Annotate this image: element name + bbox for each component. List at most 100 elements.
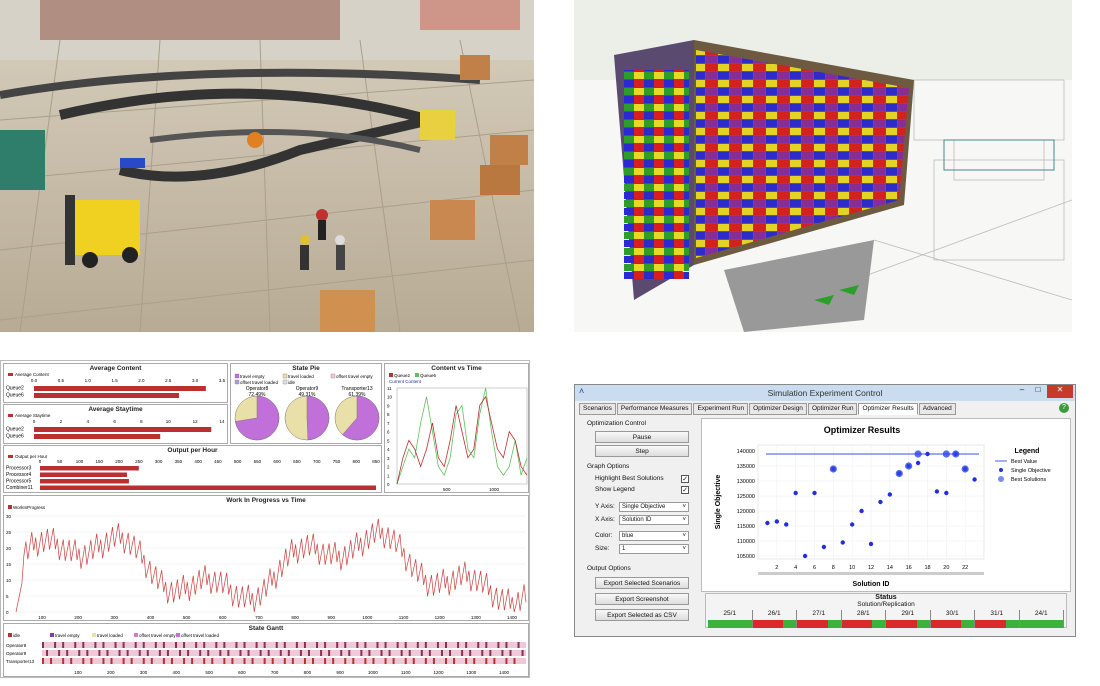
close-button[interactable]: ✕ bbox=[1047, 385, 1073, 398]
gantt-block bbox=[86, 650, 89, 656]
tab-optimizer-results[interactable]: Optimizer Results bbox=[858, 403, 918, 415]
gantt-block bbox=[66, 650, 69, 656]
gantt-block bbox=[150, 658, 153, 664]
optimization-control-label: Optimization Control bbox=[587, 420, 646, 427]
gantt-block bbox=[485, 658, 488, 664]
gantt-block bbox=[191, 658, 194, 664]
help-icon[interactable]: ? bbox=[1059, 403, 1069, 413]
tab-scenarios[interactable]: Scenarios bbox=[579, 403, 616, 415]
collapse-icon[interactable]: ˄ bbox=[579, 386, 585, 396]
bar bbox=[34, 434, 161, 439]
gantt-block bbox=[392, 658, 395, 664]
tab-performance-measures[interactable]: Performance Measures bbox=[616, 403, 693, 415]
gantt-block bbox=[110, 658, 113, 664]
row-label: Combiner11 bbox=[6, 485, 33, 491]
minimize-button[interactable]: – bbox=[1019, 385, 1025, 394]
x-tick: 500 bbox=[443, 487, 451, 492]
gantt-block bbox=[376, 642, 379, 648]
pause-button[interactable]: Pause bbox=[595, 431, 689, 443]
legend-swatch bbox=[234, 379, 240, 385]
pie-name: Transporter13 bbox=[341, 386, 372, 392]
pie-percent: 49.31% bbox=[299, 392, 317, 398]
status-cell-label: 25/1 bbox=[723, 610, 737, 617]
single-objective-point bbox=[840, 540, 845, 545]
tick-label: 550 bbox=[254, 459, 262, 464]
gantt-block bbox=[94, 642, 97, 648]
y-axis-value: Single Objective bbox=[622, 504, 666, 510]
gantt-block bbox=[243, 658, 246, 664]
gantt-block bbox=[46, 650, 49, 656]
tab-optimizer-design[interactable]: Optimizer Design bbox=[749, 403, 807, 415]
tick-label: 12 bbox=[193, 419, 199, 424]
maximize-button[interactable]: □ bbox=[1035, 385, 1041, 394]
state-pie-title: State Pie bbox=[292, 365, 320, 372]
single-objective-point bbox=[868, 541, 874, 547]
window-titlebar: ˄ Simulation Experiment Control – □ ✕ bbox=[575, 385, 1075, 401]
gantt-block bbox=[203, 658, 206, 664]
gantt-block bbox=[424, 642, 427, 648]
legend-swatch-best-solutions bbox=[998, 476, 1004, 482]
warehouse-scene bbox=[574, 0, 1072, 332]
gantt-block bbox=[453, 658, 456, 664]
row-label: Processor5 bbox=[6, 479, 32, 485]
tick-label: 350 bbox=[175, 459, 183, 464]
highlight-best-checkbox[interactable]: ✓ bbox=[681, 475, 689, 483]
simulation-experiment-window: ˄ Simulation Experiment Control – □ ✕ Sc… bbox=[574, 384, 1076, 637]
wip-title: Work In Progress vs Time bbox=[226, 497, 306, 504]
export-screenshot-button[interactable]: Export Screenshot bbox=[595, 593, 689, 605]
y-axis-label: Y Axis: bbox=[595, 503, 615, 510]
x-tick: 16 bbox=[906, 565, 912, 571]
x-tick: 1100 bbox=[399, 615, 409, 620]
gantt-block bbox=[360, 650, 363, 656]
tab-optimizer-run[interactable]: Optimizer Run bbox=[807, 403, 858, 415]
color-select[interactable]: blue ˅ bbox=[619, 531, 689, 541]
gantt-block bbox=[118, 650, 121, 656]
tab-advanced[interactable]: Advanced bbox=[918, 403, 956, 415]
step-button[interactable]: Step bbox=[595, 445, 689, 457]
pie-slice bbox=[234, 395, 280, 441]
tick-label: 0.0 bbox=[31, 378, 38, 383]
tick-label: 750 bbox=[333, 459, 341, 464]
y-axis-select[interactable]: Single Objective ˅ bbox=[619, 502, 689, 512]
best-solution-point bbox=[952, 450, 960, 458]
y-tick: 115000 bbox=[737, 524, 755, 530]
gantt-block bbox=[179, 650, 182, 656]
y-tick: 11 bbox=[387, 386, 392, 391]
chevron-down-icon: ˅ bbox=[682, 517, 686, 523]
gantt-block bbox=[404, 642, 407, 648]
tick-label: 8 bbox=[140, 419, 143, 424]
size-select[interactable]: 1 ˅ bbox=[619, 544, 689, 554]
status-cell-label: 24/1 bbox=[1034, 610, 1048, 617]
export-csv-button[interactable]: Export Selected as CSV bbox=[595, 609, 689, 621]
legend-swatch bbox=[176, 633, 180, 637]
best-solution-point bbox=[914, 450, 922, 458]
status-cell-bar bbox=[797, 620, 841, 628]
gantt-block bbox=[505, 658, 508, 664]
gantt-block bbox=[271, 658, 274, 664]
y-tick: 105000 bbox=[737, 554, 755, 560]
gantt-block bbox=[336, 642, 339, 648]
legend-label: Output per Hour bbox=[15, 454, 48, 459]
gantt-block bbox=[364, 642, 367, 648]
color-value: blue bbox=[622, 533, 634, 539]
gantt-block bbox=[279, 650, 282, 656]
x-tick: 1300 bbox=[471, 615, 482, 620]
gantt-block bbox=[416, 642, 419, 648]
factory-3d-view bbox=[0, 0, 534, 332]
y-tick: 9 bbox=[387, 403, 390, 408]
x-axis-select[interactable]: Solution ID ˅ bbox=[619, 515, 689, 525]
average-content-title: Average Content bbox=[89, 365, 142, 372]
pie-name: Operator8 bbox=[246, 386, 269, 392]
gantt-block bbox=[449, 650, 452, 656]
bar bbox=[34, 427, 212, 432]
x-tick: 22 bbox=[962, 565, 968, 571]
status-subtitle: Solution/Replication bbox=[857, 601, 915, 608]
export-scenarios-button[interactable]: Export Selected Scenarios bbox=[595, 577, 689, 589]
status-cell-label: 27/1 bbox=[812, 610, 826, 617]
gantt-block bbox=[295, 642, 298, 648]
legend-label: travel loaded bbox=[97, 633, 123, 638]
tab-experiment-run[interactable]: Experiment Run bbox=[693, 403, 749, 415]
legend-swatch-single-objective bbox=[999, 468, 1003, 472]
show-legend-checkbox[interactable]: ✓ bbox=[681, 486, 689, 494]
legend-swatch bbox=[8, 373, 13, 376]
